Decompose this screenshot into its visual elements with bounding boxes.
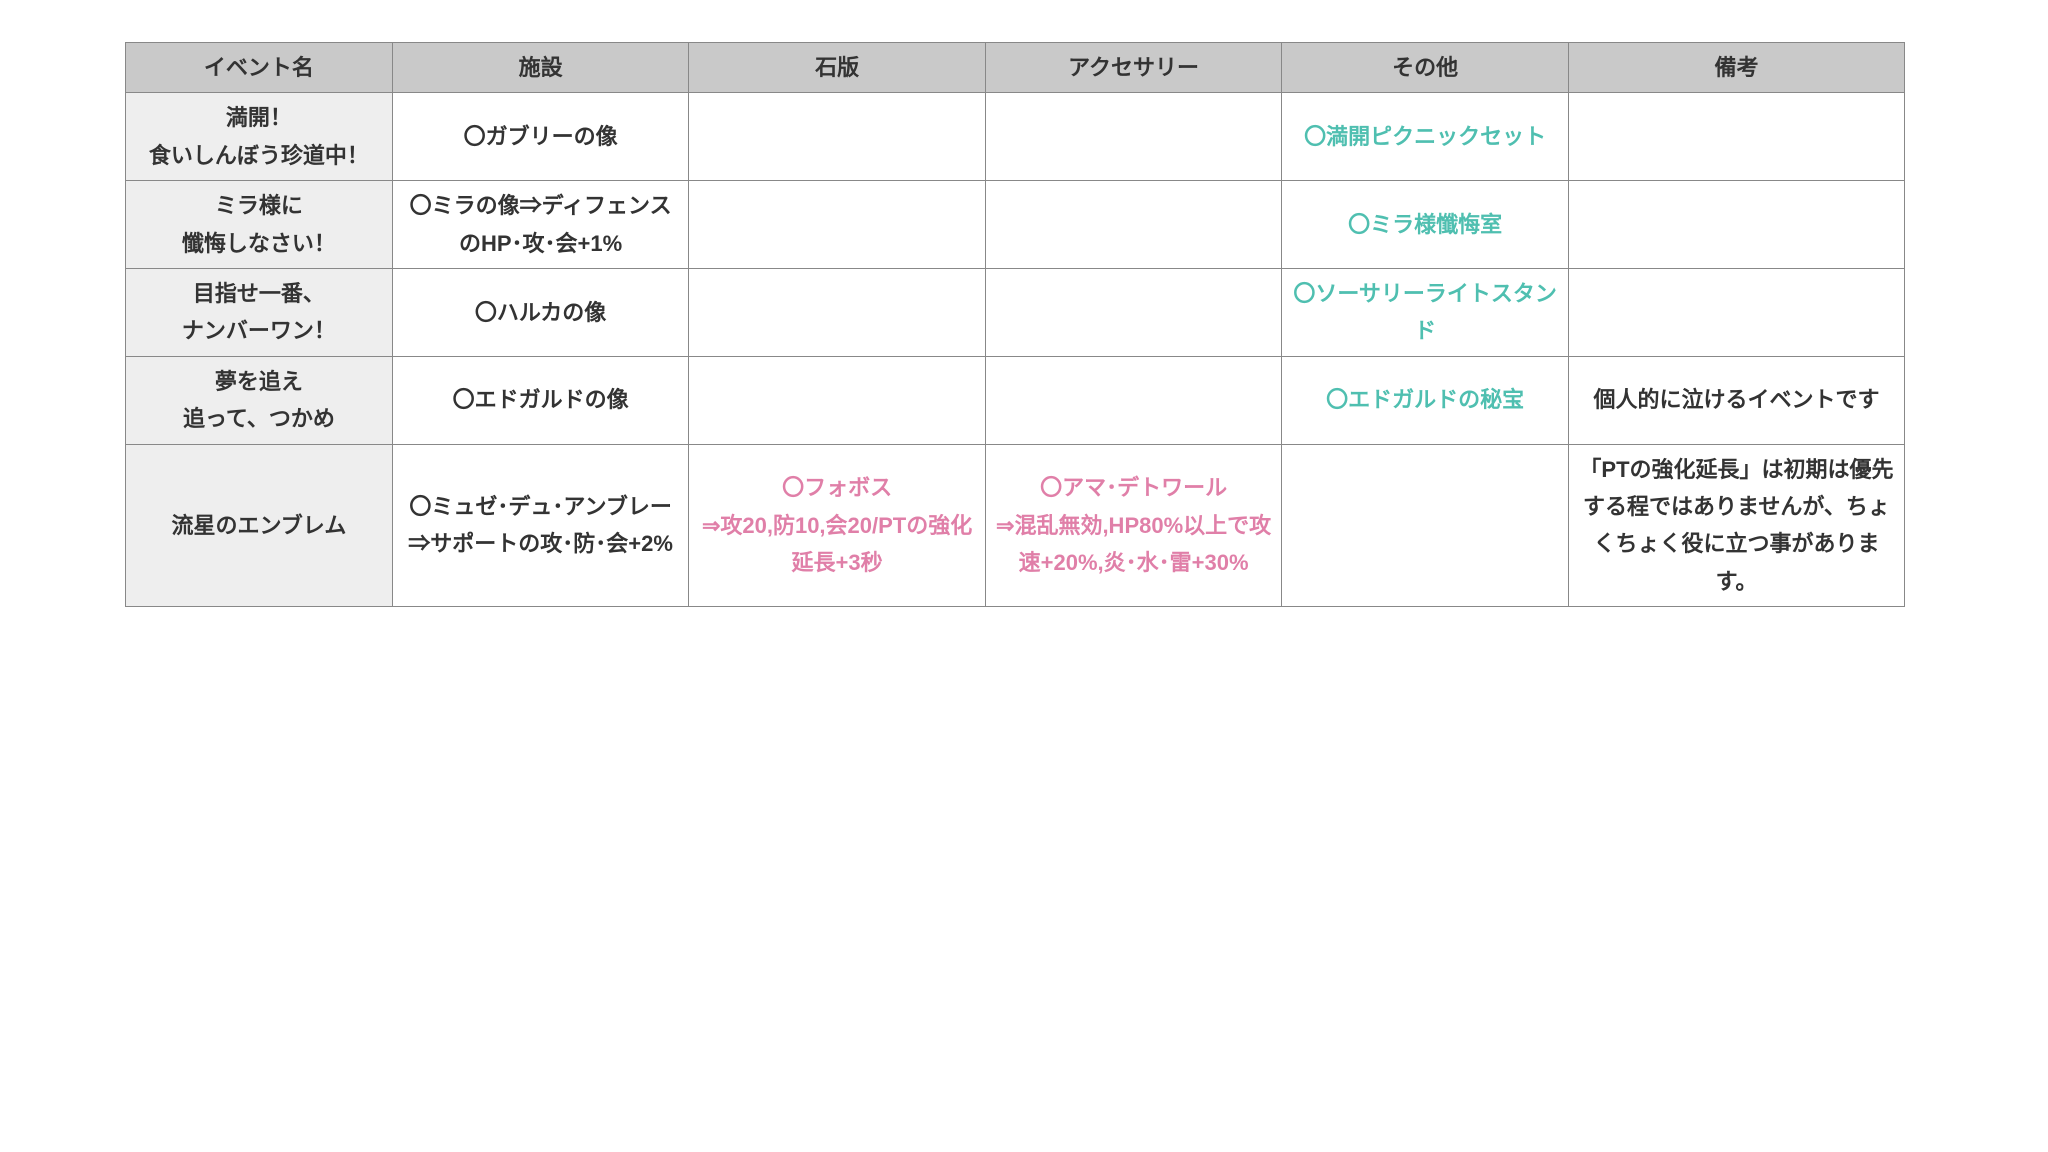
- cell-other: [1282, 444, 1569, 607]
- cell-note: [1568, 93, 1904, 181]
- cell-facility: 〇ミラの像⇒ディフェンスのHP･攻･会+1%: [392, 181, 689, 269]
- cell-accessory: [985, 93, 1282, 181]
- cell-accessory: 〇アマ･デトワール⇒混乱無効,HP80%以上で攻速+20%,炎･水･雷+30%: [985, 444, 1282, 607]
- event-table-container: イベント名 施設 石版 アクセサリー その他 備考 満開！食いしんぼう珍道中！〇…: [125, 42, 1905, 607]
- cell-facility: 〇エドガルドの像: [392, 356, 689, 444]
- cell-stone: [689, 268, 986, 356]
- cell-stone: [689, 356, 986, 444]
- cell-facility: 〇ミュゼ･デュ･アンブレー⇒サポートの攻･防･会+2%: [392, 444, 689, 607]
- cell-other: 〇ミラ様懺悔室: [1282, 181, 1569, 269]
- table-row: 満開！食いしんぼう珍道中！〇ガブリーの像 〇満開ピクニックセット: [126, 93, 1905, 181]
- event-table: イベント名 施設 石版 アクセサリー その他 備考 満開！食いしんぼう珍道中！〇…: [125, 42, 1905, 607]
- col-header-note: 備考: [1568, 43, 1904, 93]
- cell-facility: 〇ハルカの像: [392, 268, 689, 356]
- table-row: ミラ様に懺悔しなさい！〇ミラの像⇒ディフェンスのHP･攻･会+1% 〇ミラ様懺悔室: [126, 181, 1905, 269]
- col-header-event: イベント名: [126, 43, 393, 93]
- col-header-accessory: アクセサリー: [985, 43, 1282, 93]
- cell-note: 「PTの強化延長」は初期は優先する程ではありませんが、ちょくちょく役に立つ事があ…: [1568, 444, 1904, 607]
- cell-accessory: [985, 268, 1282, 356]
- cell-other: 〇エドガルドの秘宝: [1282, 356, 1569, 444]
- cell-stone: 〇フォボス⇒攻20,防10,会20/PTの強化延長+3秒: [689, 444, 986, 607]
- cell-note: 個人的に泣けるイベントです: [1568, 356, 1904, 444]
- row-header: 夢を追え追って、つかめ: [126, 356, 393, 444]
- cell-note: [1568, 268, 1904, 356]
- row-header: ミラ様に懺悔しなさい！: [126, 181, 393, 269]
- table-row: 夢を追え追って、つかめ〇エドガルドの像 〇エドガルドの秘宝個人的に泣けるイベントで…: [126, 356, 1905, 444]
- col-header-other: その他: [1282, 43, 1569, 93]
- row-header: 目指せ一番、ナンバーワン！: [126, 268, 393, 356]
- col-header-facility: 施設: [392, 43, 689, 93]
- cell-facility: 〇ガブリーの像: [392, 93, 689, 181]
- table-row: 目指せ一番、ナンバーワン！〇ハルカの像 〇ソーサリーライトスタンド: [126, 268, 1905, 356]
- cell-note: [1568, 181, 1904, 269]
- row-header: 流星のエンブレム: [126, 444, 393, 607]
- cell-stone: [689, 181, 986, 269]
- table-body: 満開！食いしんぼう珍道中！〇ガブリーの像〇満開ピクニックセットミラ様に懺悔しなさ…: [126, 93, 1905, 607]
- cell-stone: [689, 93, 986, 181]
- cell-accessory: [985, 356, 1282, 444]
- table-row: 流星のエンブレム〇ミュゼ･デュ･アンブレー⇒サポートの攻･防･会+2%〇フォボス…: [126, 444, 1905, 607]
- row-header: 満開！食いしんぼう珍道中！: [126, 93, 393, 181]
- table-header: イベント名 施設 石版 アクセサリー その他 備考: [126, 43, 1905, 93]
- col-header-stone: 石版: [689, 43, 986, 93]
- cell-other: 〇満開ピクニックセット: [1282, 93, 1569, 181]
- cell-other: 〇ソーサリーライトスタンド: [1282, 268, 1569, 356]
- cell-accessory: [985, 181, 1282, 269]
